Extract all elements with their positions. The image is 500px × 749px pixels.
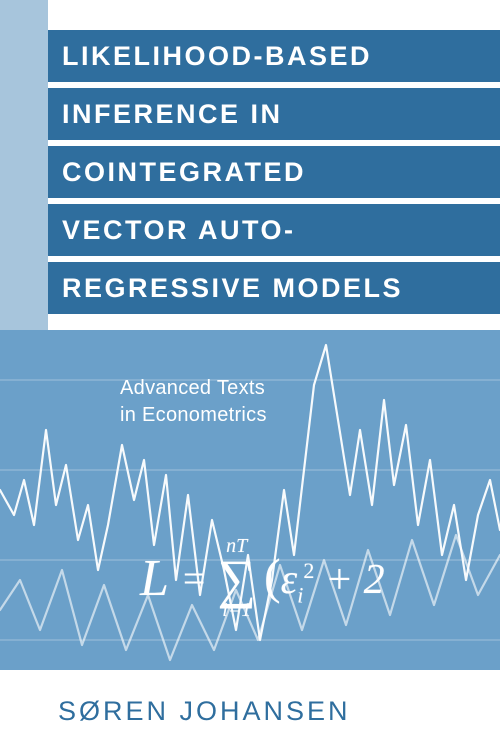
title-line: VECTOR AUTO- (48, 204, 500, 256)
left-accent-bar (0, 0, 48, 330)
epsilon: ε (281, 557, 298, 603)
top-region: LIKELIHOOD-BASED INFERENCE IN COINTEGRATED… (0, 0, 500, 330)
series-subtitle: Advanced Texts in Econometrics (120, 375, 267, 429)
title-block: LIKELIHOOD-BASED INFERENCE IN COINTEGRATED… (48, 30, 500, 314)
title-line: INFERENCE IN (48, 88, 500, 140)
title-line: REGRESSIVE MODELS (48, 262, 500, 314)
author-region: SØREN JOHANSEN (0, 670, 500, 749)
subtitle-line-1: Advanced Texts (120, 377, 265, 399)
likelihood-formula: L = nT ∑ i=1 (εi2 + 2 (140, 536, 385, 620)
plus-term: + 2 (314, 557, 384, 603)
open-paren: ( (264, 548, 281, 604)
title-line: LIKELIHOOD-BASED (48, 30, 500, 82)
formula-terms: (εi2 + 2 (264, 547, 385, 608)
formula-lhs: L (140, 549, 169, 608)
book-cover: LIKELIHOOD-BASED INFERENCE IN COINTEGRATED… (0, 0, 500, 749)
sigma-symbol: ∑ (217, 552, 256, 606)
chart-region: Advanced Texts in Econometrics L = nT ∑ … (0, 330, 500, 670)
sum-lower: i=1 (222, 600, 251, 620)
epsilon-sup: 2 (303, 558, 314, 583)
title-line: COINTEGRATED (48, 146, 500, 198)
author-name: SØREN JOHANSEN (58, 696, 351, 727)
formula-equals: = (183, 555, 206, 602)
subtitle-line-2: in Econometrics (120, 404, 267, 426)
summation-icon: nT ∑ i=1 (217, 536, 256, 620)
epsilon-sub: i (297, 583, 303, 608)
